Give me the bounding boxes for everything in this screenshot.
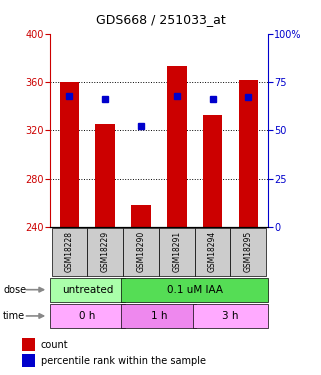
Bar	[95, 124, 115, 227]
Bar	[50, 304, 125, 328]
Text: 0 h: 0 h	[79, 311, 96, 321]
Text: GSM18228: GSM18228	[65, 231, 74, 272]
Text: untreated: untreated	[62, 285, 113, 295]
Bar	[195, 228, 230, 276]
Bar	[203, 115, 222, 227]
Text: 3 h: 3 h	[222, 311, 239, 321]
Bar	[239, 80, 258, 227]
Text: dose: dose	[3, 285, 26, 295]
Bar	[22, 354, 35, 367]
Bar	[123, 228, 159, 276]
Bar	[52, 228, 87, 276]
Bar	[121, 304, 196, 328]
Bar	[50, 278, 125, 302]
Text: GSM18294: GSM18294	[208, 231, 217, 272]
Text: GSM18290: GSM18290	[136, 231, 145, 272]
Text: percentile rank within the sample: percentile rank within the sample	[40, 356, 206, 366]
Text: time: time	[3, 311, 25, 321]
Text: count: count	[40, 340, 68, 350]
Text: 0.1 uM IAA: 0.1 uM IAA	[167, 285, 223, 295]
Bar	[193, 304, 268, 328]
Bar	[60, 82, 79, 227]
Bar	[230, 228, 266, 276]
Bar	[22, 338, 35, 351]
Bar	[131, 205, 151, 227]
Text: 1 h: 1 h	[151, 311, 167, 321]
Bar	[121, 278, 268, 302]
Text: GDS668 / 251033_at: GDS668 / 251033_at	[96, 13, 225, 26]
Bar	[159, 228, 195, 276]
Text: GSM18291: GSM18291	[172, 231, 181, 272]
Bar	[167, 66, 187, 227]
Bar	[87, 228, 123, 276]
Text: GSM18229: GSM18229	[101, 231, 110, 272]
Text: GSM18295: GSM18295	[244, 231, 253, 272]
